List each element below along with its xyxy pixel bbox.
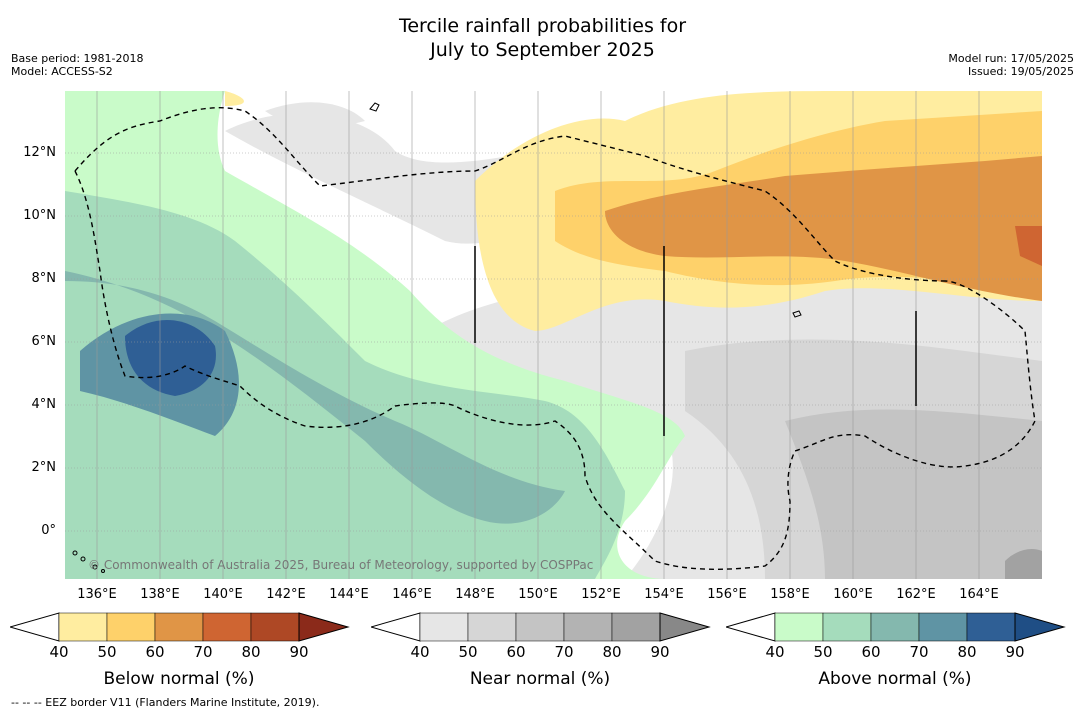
- lon-label: 160°E: [833, 587, 873, 602]
- lon-label: 152°E: [581, 587, 621, 602]
- lon-label: 142°E: [266, 587, 306, 602]
- lon-label: 154°E: [644, 587, 684, 602]
- colorbar-above-normal-graphic: [726, 612, 1066, 642]
- lon-label: 148°E: [455, 587, 495, 602]
- lon-label: 146°E: [392, 587, 432, 602]
- lon-label: 140°E: [203, 587, 243, 602]
- colorbar-tick: 50: [813, 643, 833, 661]
- eez-border: [74, 107, 1036, 570]
- lat-label: 4°N: [31, 397, 57, 412]
- below-normal-region: [225, 91, 1042, 331]
- colorbar-near-normal-graphic: [371, 612, 711, 642]
- lat-label: 12°N: [23, 145, 56, 160]
- colorbar-tick: 60: [861, 643, 881, 661]
- lon-label: 138°E: [140, 587, 180, 602]
- lat-label: 10°N: [23, 208, 56, 223]
- model-run-date: Model run: 17/05/2025: [948, 52, 1074, 65]
- colorbar-tick: 80: [957, 643, 977, 661]
- model-info: Base period: 1981-2018 Model: ACCESS-S2: [11, 52, 143, 78]
- title-line-1: Tercile rainfall probabilities for: [398, 15, 687, 37]
- map-title: Tercile rainfall probabilities for July …: [0, 14, 1085, 62]
- colorbar-near-normal-label: Near normal (%): [469, 669, 611, 689]
- lat-label: 8°N: [31, 271, 57, 286]
- issued-date: Issued: 19/05/2025: [967, 65, 1074, 78]
- lon-label: 164°E: [959, 587, 999, 602]
- colorbar-tick: 90: [650, 643, 670, 661]
- colorbar-tick: 50: [458, 643, 478, 661]
- title-line-2: July to September 2025: [430, 39, 655, 61]
- probability-map: © Commonwealth of Australia 2025, Bureau…: [65, 91, 1042, 579]
- colorbar-tick: 90: [289, 643, 309, 661]
- graticule: [65, 91, 1042, 579]
- colorbar-tick: 70: [554, 643, 574, 661]
- colorbar-tick: 90: [1005, 643, 1025, 661]
- colorbar-tick: 70: [193, 643, 213, 661]
- lon-label: 162°E: [896, 587, 936, 602]
- credit-text: © Commonwealth of Australia 2025, Bureau…: [88, 558, 594, 572]
- colorbar-tick: 70: [909, 643, 929, 661]
- map-canvas: [65, 91, 1042, 579]
- colorbar-below-normal-graphic: [10, 612, 350, 642]
- colorbar-tick: 60: [145, 643, 165, 661]
- colorbar-tick: 60: [506, 643, 526, 661]
- colorbar-tick: 40: [410, 643, 430, 661]
- base-period: Base period: 1981-2018: [11, 52, 144, 65]
- lon-label: 150°E: [518, 587, 558, 602]
- colorbar-tick: 40: [49, 643, 69, 661]
- colorbar-tick: 80: [602, 643, 622, 661]
- lat-label: 0°: [41, 523, 56, 538]
- run-info: Model run: 17/05/2025 Issued: 19/05/2025: [948, 52, 1074, 78]
- islands: [72, 102, 802, 573]
- colorbar-tick: 80: [241, 643, 261, 661]
- eez-legend-note: -- -- -- EEZ border V11 (Flanders Marine…: [11, 696, 320, 709]
- lon-label: 158°E: [770, 587, 810, 602]
- colorbar-below-normal-label: Below normal (%): [103, 669, 255, 689]
- model-name: Model: ACCESS-S2: [11, 65, 113, 78]
- lat-label: 2°N: [31, 460, 57, 475]
- colorbar-tick: 50: [97, 643, 117, 661]
- lon-label: 136°E: [77, 587, 117, 602]
- lon-label: 156°E: [707, 587, 747, 602]
- colorbar-tick: 40: [765, 643, 785, 661]
- lat-label: 6°N: [31, 334, 57, 349]
- lon-label: 144°E: [329, 587, 369, 602]
- above-normal-region: [65, 91, 685, 579]
- boundary-lines: [474, 246, 917, 436]
- colorbar-above-normal-label: Above normal (%): [818, 669, 972, 689]
